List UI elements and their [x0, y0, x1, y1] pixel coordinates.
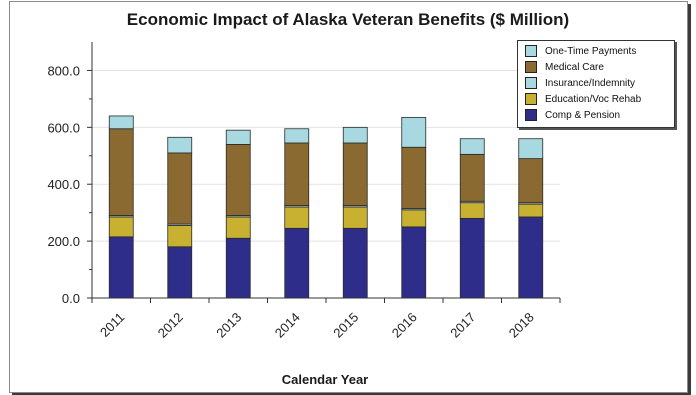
bar-segment — [225, 143, 251, 216]
bar-segment — [342, 227, 368, 299]
bar-segment — [518, 203, 544, 218]
bar-segment — [225, 237, 251, 299]
legend-swatch — [525, 45, 537, 57]
legend-swatch — [525, 61, 537, 73]
bar-segment — [342, 206, 368, 229]
bar-segment — [459, 217, 485, 299]
bar-segment — [518, 138, 544, 160]
bar-segment — [108, 236, 134, 299]
bar-segment — [518, 158, 544, 204]
x-tick-label: 2016 — [389, 310, 420, 341]
y-tick-label: 0.0 — [62, 291, 80, 306]
bar-segment — [459, 153, 485, 202]
bar-segment — [225, 216, 251, 239]
x-tick-label: 2015 — [330, 310, 361, 341]
bar-segment — [401, 116, 427, 148]
legend-label: Insurance/Indemnity — [545, 77, 636, 89]
legend-label: Education/Voc Rehab — [545, 93, 642, 105]
x-tick-label: 2018 — [506, 310, 537, 341]
bar-segment — [108, 128, 134, 216]
y-tick-label: 800.0 — [47, 63, 80, 78]
bar-segment — [108, 216, 134, 238]
bar-segment — [459, 202, 485, 219]
bar-segment — [459, 138, 485, 155]
bar-segment — [401, 226, 427, 299]
x-tick-label: 2013 — [213, 310, 244, 341]
legend-label: Comp & Pension — [545, 109, 621, 121]
bar-segment — [225, 129, 251, 145]
bar-segment — [284, 206, 310, 229]
bar-segment — [167, 136, 193, 154]
legend-item: Medical Care — [525, 60, 604, 74]
legend-item: Insurance/Indemnity — [525, 76, 635, 90]
bar-segment — [401, 146, 427, 209]
legend-swatch — [525, 77, 537, 89]
bar-segment — [284, 142, 310, 206]
y-tick-label: 200.0 — [47, 234, 80, 249]
bar-segment — [401, 209, 427, 228]
x-tick-label: 2011 — [97, 310, 127, 340]
bar-segment — [167, 152, 193, 225]
x-tick-label: 2014 — [272, 310, 303, 341]
bar-segment — [342, 126, 368, 144]
y-tick-label: 600.0 — [47, 120, 80, 135]
chart-title: Economic Impact of Alaska Veteran Benefi… — [126, 10, 570, 29]
legend-item: One-Time Payments — [525, 44, 636, 58]
bar-segment — [167, 246, 193, 299]
x-tick-label: 2017 — [447, 310, 478, 341]
legend-item: Education/Voc Rehab — [525, 92, 641, 106]
bar-segment — [518, 216, 544, 299]
x-tick-label: 2012 — [155, 310, 186, 341]
x-axis-label: Calendar Year — [281, 372, 369, 387]
legend-swatch — [525, 109, 537, 121]
bar-segment — [167, 225, 193, 248]
legend-item: Comp & Pension — [525, 108, 620, 122]
y-tick-label: 400.0 — [47, 177, 80, 192]
bar-segment — [284, 128, 310, 144]
bar-segment — [284, 227, 310, 299]
bar-segment — [108, 115, 134, 130]
legend-swatch — [525, 93, 537, 105]
legend-label: Medical Care — [545, 61, 604, 73]
bar-segment — [342, 142, 368, 206]
chart-legend: One-Time Payments Medical Care Insurance/I… — [517, 40, 675, 128]
legend-label: One-Time Payments — [545, 45, 637, 57]
